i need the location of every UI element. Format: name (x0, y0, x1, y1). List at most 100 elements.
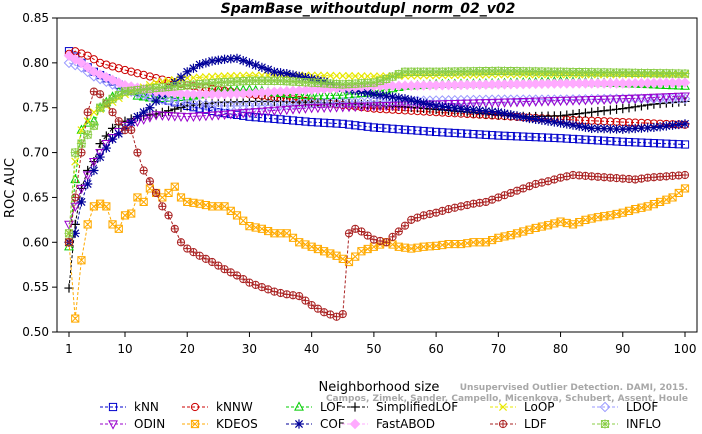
y-axis: 0.50 0.55 0.60 0.65 0.70 0.75 0.80 0.85 (22, 11, 57, 339)
data-point-knn (456, 129, 466, 138)
data-point-cof (655, 122, 665, 132)
data-point-simplifiedlof (624, 103, 634, 113)
data-point-cof (643, 123, 653, 133)
x-tick-label: 50 (366, 342, 381, 356)
data-point-knnw (133, 69, 142, 78)
data-point-knn (581, 135, 590, 144)
data-point-knn (531, 133, 540, 142)
data-point-kdeos (127, 209, 136, 218)
data-point-cof (437, 102, 447, 112)
data-point-ldf (400, 221, 410, 230)
data-point-inflo (101, 98, 111, 108)
data-point-knn (344, 120, 354, 129)
legend-item-odin: ODIN (100, 417, 165, 431)
y-tick-label: 0.55 (22, 280, 49, 294)
data-point-cof (618, 124, 628, 134)
data-point-odin (555, 96, 566, 107)
data-point-simplifiedlof (568, 109, 578, 119)
data-point-inflo (120, 86, 130, 97)
legend-label: FastABOD (376, 417, 435, 431)
data-point-odin (381, 101, 392, 112)
data-point-loop (189, 73, 198, 82)
x-tick-label: 30 (242, 342, 257, 356)
data-point-knn (382, 124, 391, 133)
y-tick-label: 0.50 (22, 325, 49, 339)
data-point-cof (288, 70, 298, 80)
data-point-odin (207, 111, 218, 121)
x-tick-label: 60 (428, 342, 443, 356)
data-point-ldf (83, 108, 92, 117)
legend-item-loop: LoOP (490, 400, 555, 414)
data-point-ldf (96, 90, 105, 99)
y-tick-label: 0.75 (22, 101, 49, 115)
data-point-ldf (680, 170, 690, 180)
data-point-simplifiedlof (618, 104, 628, 114)
data-point-loop (320, 71, 329, 80)
data-point-knn (544, 133, 553, 142)
data-point-odin (568, 96, 578, 106)
data-point-knn (519, 132, 528, 141)
data-point-odin (312, 103, 323, 114)
data-point-knnw (102, 60, 111, 69)
data-point-inflo (83, 130, 93, 140)
data-point-cof (425, 99, 435, 110)
data-point-odin (580, 96, 591, 106)
legend-label: LOF (320, 400, 343, 414)
data-point-kdeos (170, 182, 179, 191)
data-point-cof (475, 105, 485, 116)
legend-label: LoOP (524, 400, 555, 414)
data-point-ldf (382, 238, 391, 247)
legend-item-knnw: kNNW (182, 400, 253, 414)
data-point-cof (549, 117, 559, 127)
data-point-cof (512, 111, 522, 121)
data-point-ldf (363, 231, 372, 240)
legend-label: COF (320, 417, 345, 431)
data-point-odin (213, 111, 224, 121)
x-tick-label: 90 (615, 342, 630, 356)
data-point-knn (239, 111, 248, 120)
plot-border (56, 17, 698, 333)
data-point-knnw (145, 72, 154, 81)
data-point-odin (319, 103, 330, 114)
legend-item-inflo: INFLO (592, 417, 661, 431)
data-point-cof (139, 107, 149, 117)
data-point-odin (586, 96, 597, 106)
data-point-odin (344, 103, 354, 113)
data-point-knn (463, 129, 472, 138)
x-tick-label: 100 (674, 342, 697, 356)
data-point-cof (412, 97, 423, 107)
data-point-cof (649, 122, 659, 133)
data-point-ldf (239, 274, 248, 284)
data-point-inflo (163, 82, 174, 92)
data-point-simplifiedlof (599, 106, 609, 116)
data-point-cof (555, 118, 566, 128)
data-point-ldf (170, 224, 179, 233)
data-point-cof (176, 72, 186, 82)
data-point-simplifiedlof (163, 106, 174, 116)
data-point-inflo (89, 121, 99, 131)
data-point-inflo (207, 78, 217, 88)
data-point-cof (145, 103, 155, 113)
data-point-odin (518, 98, 529, 108)
data-point-odin (561, 96, 572, 107)
data-point-cof (232, 53, 242, 63)
data-point-cof (518, 112, 528, 122)
data-point-ldf (388, 232, 397, 241)
data-point-inflo (132, 85, 143, 95)
data-point-odin (188, 112, 199, 122)
data-point-knn (320, 118, 329, 127)
data-point-inflo (76, 139, 87, 149)
data-point-cof (537, 115, 547, 125)
data-point-cof (543, 116, 553, 126)
data-point-fastabod (69, 53, 81, 65)
data-point-odin (288, 105, 298, 115)
data-point-knnw (127, 67, 136, 76)
data-point-knn (649, 139, 658, 148)
data-point-knn (500, 131, 509, 140)
data-point-inflo (381, 74, 391, 84)
data-point-odin (238, 109, 249, 119)
series-layer (63, 47, 691, 323)
data-point-odin (169, 112, 180, 122)
data-point-knn (313, 118, 322, 127)
